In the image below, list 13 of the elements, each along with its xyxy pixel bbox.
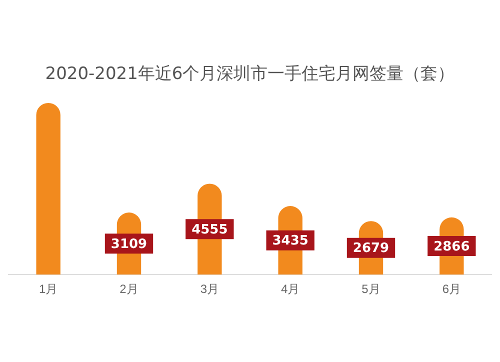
bar <box>36 102 60 275</box>
data-label: 2866 <box>434 239 470 254</box>
x-tick-label: 3月 <box>200 282 220 296</box>
x-tick-label: 5月 <box>362 282 380 296</box>
x-tick-label: 4月 <box>280 282 300 296</box>
data-label: 2679 <box>352 241 390 256</box>
data-label: 3435 <box>272 234 308 249</box>
data-label: 4555 <box>192 222 228 238</box>
x-tick-label: 6月 <box>442 282 462 296</box>
x-tick-label: 2月 <box>120 282 138 296</box>
chart-title: 2020-2021年近6个月深圳市一手住宅月网签量（套） <box>44 63 456 85</box>
data-label: 3109 <box>110 236 148 252</box>
x-tick-label: 1月 <box>38 282 58 296</box>
